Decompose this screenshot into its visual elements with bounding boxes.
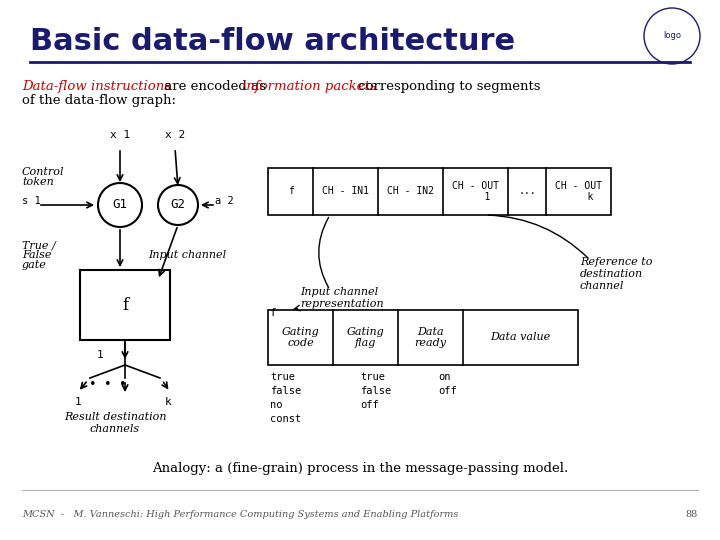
Text: true: true (360, 372, 385, 382)
Text: CH - OUT
    k: CH - OUT k (555, 181, 602, 202)
Text: s 1: s 1 (22, 196, 41, 206)
Text: true: true (270, 372, 295, 382)
Text: ...: ... (518, 186, 536, 197)
Text: const: const (270, 414, 301, 424)
Text: of the data-flow graph:: of the data-flow graph: (22, 94, 176, 107)
Text: false: false (270, 386, 301, 396)
Text: CH - IN2: CH - IN2 (387, 186, 434, 197)
Text: gate: gate (22, 260, 47, 270)
Text: False: False (22, 250, 52, 260)
Text: Data value: Data value (490, 333, 551, 342)
Text: • • •: • • • (89, 378, 127, 391)
Text: 88: 88 (685, 510, 698, 519)
Text: no: no (270, 400, 282, 410)
Text: logo: logo (663, 31, 681, 40)
Text: information packets: information packets (242, 80, 377, 93)
Text: channels: channels (90, 424, 140, 434)
Text: on: on (438, 372, 451, 382)
Text: Data
ready: Data ready (415, 327, 446, 348)
Text: f: f (287, 186, 294, 197)
Text: destination: destination (580, 269, 643, 279)
Text: Gating
flag: Gating flag (346, 327, 384, 348)
Text: Input channel: Input channel (148, 250, 226, 260)
Text: Input channel: Input channel (300, 287, 378, 297)
Text: CH - OUT
    1: CH - OUT 1 (452, 181, 499, 202)
Circle shape (98, 183, 142, 227)
Bar (80, 270, 170, 340)
Text: G2: G2 (171, 199, 186, 212)
Text: 1: 1 (75, 397, 81, 407)
Text: corresponding to segments: corresponding to segments (354, 80, 541, 93)
Text: Result destination: Result destination (64, 412, 166, 422)
Text: a 2: a 2 (215, 196, 234, 206)
Circle shape (158, 185, 198, 225)
Text: off: off (438, 386, 456, 396)
Text: CH - IN1: CH - IN1 (322, 186, 369, 197)
Text: Basic data-flow architecture: Basic data-flow architecture (30, 28, 515, 57)
Text: token: token (22, 177, 54, 187)
Text: channel: channel (580, 281, 624, 291)
Text: Reference to: Reference to (580, 257, 652, 267)
Text: f: f (122, 296, 128, 314)
Text: Gating
code: Gating code (282, 327, 320, 348)
Text: Control: Control (22, 167, 65, 177)
Text: Data-flow instructions: Data-flow instructions (22, 80, 171, 93)
Text: MCSN  -   M. Vanneschi: High Performance Computing Systems and Enabling Platform: MCSN - M. Vanneschi: High Performance Co… (22, 510, 459, 519)
Text: f: f (270, 308, 276, 318)
Bar (268, 168, 611, 215)
Text: representation: representation (300, 299, 384, 309)
Text: 1: 1 (96, 350, 104, 360)
Text: are encoded as: are encoded as (160, 80, 270, 93)
Bar (268, 310, 578, 365)
Text: True /: True / (22, 240, 55, 250)
Text: x 1: x 1 (110, 130, 130, 140)
Text: x 2: x 2 (165, 130, 185, 140)
Text: off: off (360, 400, 379, 410)
Text: false: false (360, 386, 391, 396)
Text: G1: G1 (112, 199, 127, 212)
Text: Analogy: a (fine-grain) process in the message-passing model.: Analogy: a (fine-grain) process in the m… (152, 462, 568, 475)
Text: k: k (165, 397, 171, 407)
